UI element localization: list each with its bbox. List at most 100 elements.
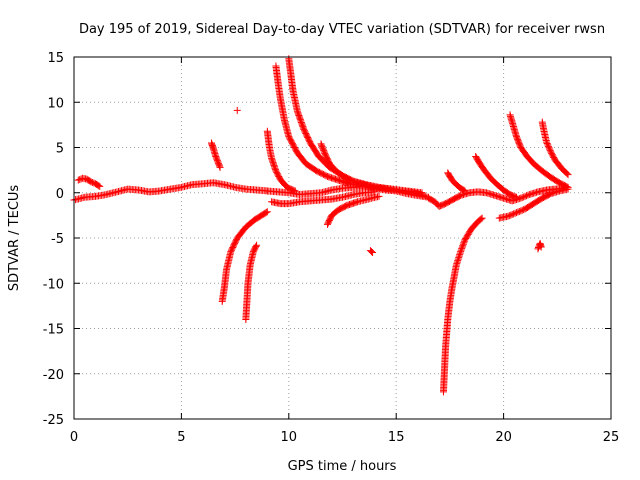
y-tick-label: -15 [43,323,64,338]
data-point [515,207,523,215]
data-point [507,211,515,219]
series-dip-11.8 [323,192,383,228]
data-point [253,241,261,249]
data-point [458,245,466,253]
data-point [290,186,298,194]
y-tick-label: -5 [51,232,64,247]
data-point [291,187,299,195]
data-point [512,193,520,201]
data-point [461,187,469,195]
data-point [375,192,383,200]
data-point [457,248,465,256]
series-baseline-early-upper [74,174,104,190]
data-point [518,206,526,214]
y-tick-label: -25 [43,413,64,428]
y-tick-label: -20 [43,368,64,383]
grid [74,57,611,419]
y-tick-label: -10 [43,277,64,292]
x-tick-label: 10 [281,430,298,445]
data-point [543,138,551,146]
data-point [458,243,466,251]
data-point [216,162,224,170]
series-arc-21.8 [538,118,572,179]
data-point [517,194,525,202]
y-tick-label: 15 [47,51,64,66]
x-tick-label: 15 [388,430,405,445]
data-point [459,240,467,248]
x-tick-label: 0 [70,430,78,445]
series-arc-9 [263,127,299,195]
data-point [252,243,260,251]
data-point [459,242,467,250]
data-point [563,183,571,191]
data-point [460,239,468,247]
data-point [564,171,572,179]
data-point [371,183,379,191]
y-tick-label: 10 [47,96,64,111]
data-point [74,176,82,184]
y-axis-label: SDTVAR / TECUs [7,185,22,292]
data-point [564,183,572,191]
y-tick-label: 0 [56,187,64,202]
data-point [233,106,241,114]
data-point [544,142,552,150]
series-baseline-late [424,184,568,210]
series-arc-7.5 [233,106,241,114]
data-point [87,178,95,186]
series-arc-18.7 [472,153,520,201]
series-arc-6.6 [207,139,224,171]
series-arc-20.3 [506,111,572,191]
data-point [96,182,104,190]
data-point [369,248,377,256]
data-point [263,208,271,216]
data-point [523,192,531,200]
plot-frame [73,56,612,420]
data-point [543,139,551,147]
data-point [512,209,520,217]
data-point [89,178,97,186]
axes: 0 5 10 15 20 25 -25 -20 -15 -10 -5 0 5 10 15 [43,51,620,445]
data-point [563,170,571,178]
series-baseline-mid-lower [268,188,379,208]
series-point-13.8 [366,247,377,256]
chart-title: Day 195 of 2019, Sidereal Day-to-day VTE… [79,22,605,37]
data-point [511,193,519,201]
data-point [511,209,519,217]
series-arc-11.5 [317,140,379,191]
data-point [545,144,553,152]
series-dip-17 [439,214,486,396]
data-point [477,215,485,223]
data-point [262,208,270,216]
data-point [216,163,224,171]
series-dip-8 [242,241,261,323]
data-point [537,243,545,251]
data-point [418,189,426,197]
x-axis-label: GPS time / hours [288,459,397,474]
series-arc-10 [285,55,426,197]
data-point [544,141,552,149]
data-point [367,248,375,256]
series-dip-7 [218,208,271,305]
data-point [95,182,103,190]
x-tick-label: 25 [603,430,620,445]
data-point [504,212,512,220]
data-point [520,193,528,201]
data-point [508,210,516,218]
data-point [76,175,84,183]
data-point [505,212,513,220]
data-point [521,192,529,200]
series-point-21.7 [534,239,545,253]
x-tick-label: 20 [495,430,512,445]
data-point [524,191,532,199]
data-point [510,210,518,218]
series-baseline-late-lower [495,185,572,222]
series-arc-17.5 [444,169,469,195]
data-point [457,246,465,254]
y-tick-label: 5 [56,142,64,157]
data-point [517,207,525,215]
data-point [460,186,468,194]
data-marks [70,55,572,396]
x-tick-label: 5 [177,430,185,445]
data-point [514,208,522,216]
